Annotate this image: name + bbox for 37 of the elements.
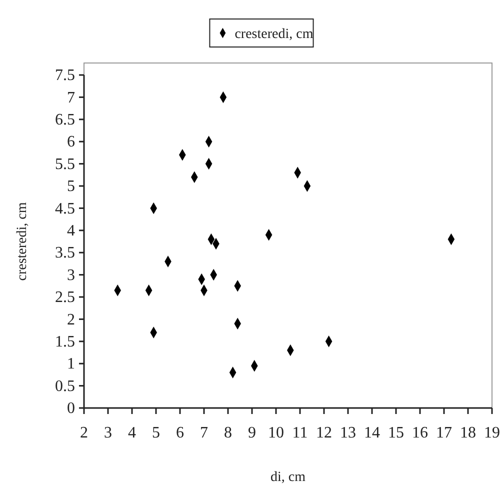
x-tick-label: 18 <box>460 424 476 442</box>
x-tick-label: 14 <box>364 424 380 442</box>
y-tick-label: 5.5 <box>55 156 75 173</box>
y-tick-label: 6.5 <box>55 112 75 129</box>
y-tick-label: 7 <box>67 89 75 106</box>
y-tick-label: 4.5 <box>55 200 75 218</box>
y-axis-title: cresteredi, cm <box>15 202 30 281</box>
x-tick-label: 13 <box>340 424 356 442</box>
x-tick-label: 8 <box>224 424 232 442</box>
y-tick-label: 3.5 <box>55 244 75 262</box>
y-tick-label: 1.5 <box>55 334 75 351</box>
y-tick-label: 0.5 <box>55 378 75 395</box>
y-tick-label: 2 <box>67 311 75 328</box>
y-tick-label: 6 <box>67 134 75 151</box>
x-tick-label: 16 <box>412 424 428 442</box>
y-tick-label: 4 <box>67 222 75 240</box>
legend-label: cresteredi, cm <box>234 27 314 42</box>
x-tick-label: 12 <box>316 424 332 442</box>
x-tick-label: 15 <box>388 424 404 442</box>
x-tick-label: 2 <box>80 424 88 442</box>
x-axis-title: di, cm <box>270 470 306 485</box>
x-tick-label: 6 <box>176 424 184 442</box>
y-tick-label: 5 <box>67 178 75 196</box>
y-tick-label: 0 <box>67 400 75 418</box>
y-tick-label: 3 <box>67 266 75 284</box>
x-tick-label: 19 <box>484 424 500 442</box>
x-tick-label: 5 <box>152 424 160 442</box>
x-tick-label: 7 <box>200 424 208 442</box>
x-tick-label: 11 <box>292 424 308 442</box>
x-tick-label: 10 <box>268 424 284 442</box>
y-tick-label: 7.5 <box>55 67 75 84</box>
x-tick-label: 3 <box>104 424 112 442</box>
x-tick-label: 17 <box>436 424 452 442</box>
y-tick-label: 1 <box>67 356 75 373</box>
x-tick-label: 9 <box>248 424 256 442</box>
y-tick-label: 2.5 <box>55 289 75 306</box>
x-tick-label: 4 <box>128 424 136 442</box>
